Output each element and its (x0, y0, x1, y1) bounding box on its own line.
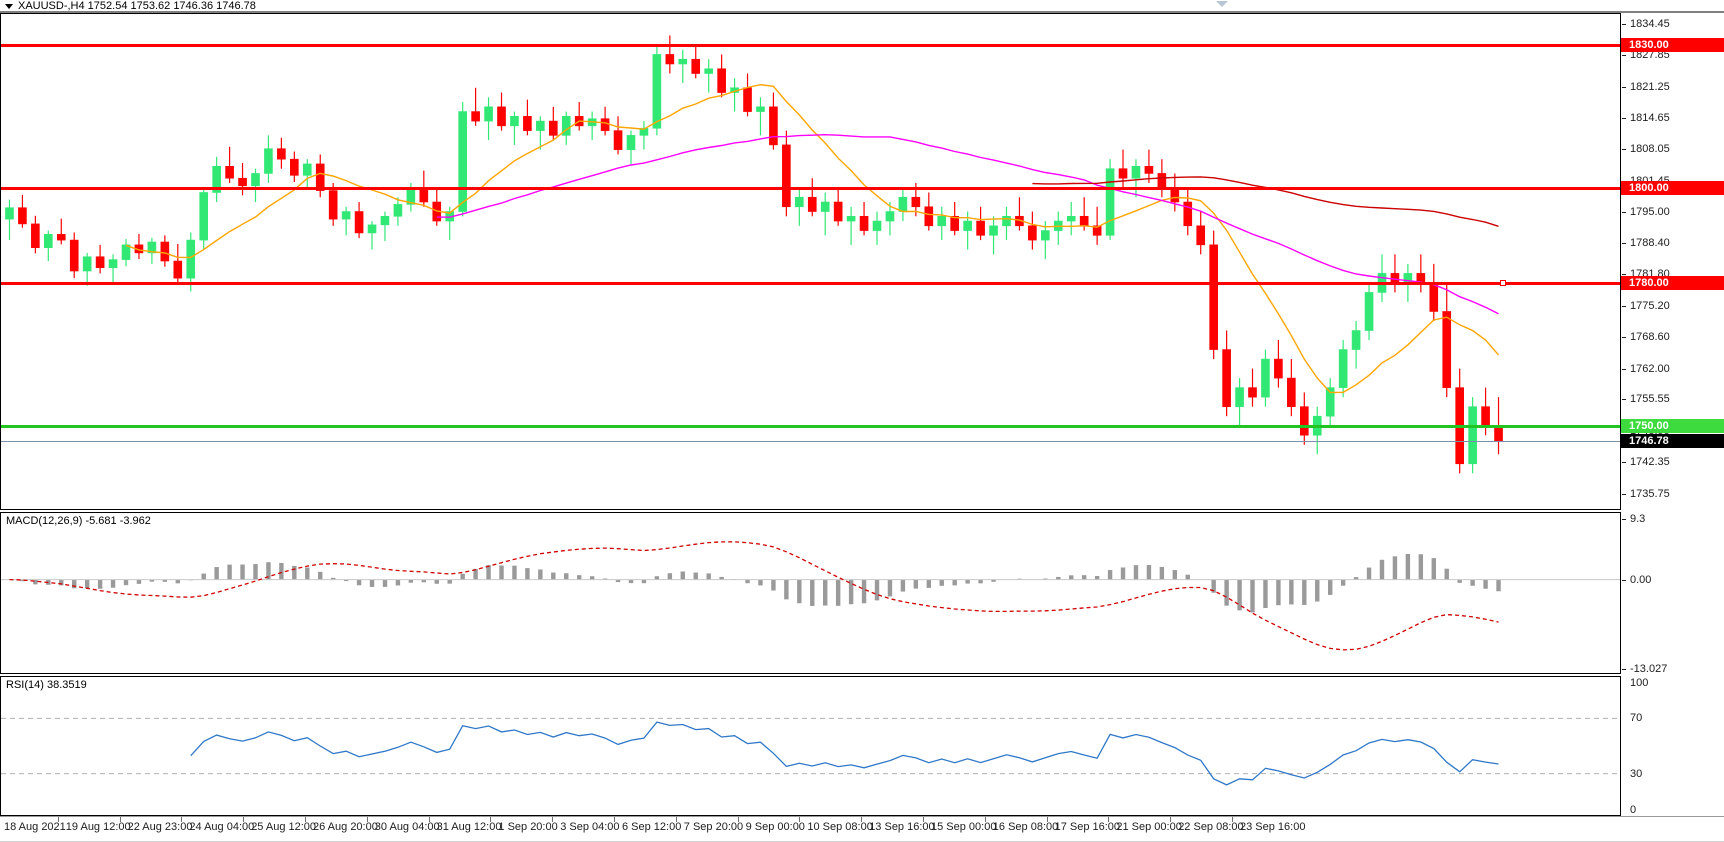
level-drag-handle[interactable] (1500, 280, 1506, 287)
price-level-line-1780-00[interactable] (1, 280, 1620, 287)
time-tick (181, 817, 183, 822)
time-tick (1108, 817, 1110, 822)
time-label: 21 Sep 00:00 (1116, 821, 1182, 833)
time-label: 6 Sep 12:00 (622, 821, 682, 833)
price-tick-1768-60: 1768.60 (1621, 331, 1724, 343)
rsi-axis[interactable]: 100 70 30 0 (1621, 676, 1724, 816)
price-level-line-1750-00[interactable] (1, 424, 1620, 428)
time-label: 22 Sep 08:00 (1178, 821, 1244, 833)
ma-magenta (436, 133, 1499, 315)
time-tick (1170, 817, 1172, 822)
rsi-tick-0: 0 (1630, 804, 1637, 816)
time-tick (428, 817, 430, 822)
chevron-down-icon[interactable] (5, 4, 13, 9)
time-label: 22 Aug 23:00 (127, 821, 193, 833)
time-tick (675, 817, 677, 822)
price-badge-1746-78[interactable]: 1746.78 (1621, 434, 1724, 449)
macd-series (1, 541, 1620, 651)
rsi-tick-100: 100 (1630, 677, 1649, 689)
time-label: 17 Sep 16:00 (1054, 821, 1121, 833)
time-axis[interactable]: 18 Aug 2021 19 Aug 12:00 22 Aug 23:00 24 Au… (0, 816, 1724, 842)
macd-tick-9neg3: 9.3 (1621, 513, 1724, 525)
price-tick-1735-75: 1735.75 (1621, 488, 1724, 500)
time-tick (1232, 817, 1233, 822)
time-label: 13 Sep 16:00 (869, 821, 935, 833)
time-label: 15 Sep 00:00 (931, 821, 997, 833)
time-label: 16 Sep 08:00 (992, 821, 1059, 833)
price-tick-1755-55: 1755.55 (1621, 393, 1724, 405)
time-label: 9 Sep 00:00 (745, 821, 805, 833)
time-label: 25 Aug 12:00 (251, 821, 317, 833)
price-badge-1750-00[interactable]: 1750.00 (1621, 418, 1724, 433)
price-axis[interactable]: 1834.451827.851821.251814.651808.051801.… (1621, 13, 1724, 510)
header-divider (0, 11, 1724, 13)
moving-average-series (125, 83, 1500, 394)
macd-label: MACD(12,26,9) -5.681 -3.962 (5, 515, 152, 527)
time-label: 3 Sep 04:00 (560, 821, 620, 833)
time-tick (737, 817, 739, 822)
price-tick-1827-85: 1827.85 (1621, 49, 1724, 61)
price-badge-1800-00[interactable]: 1800.00 (1621, 180, 1724, 195)
ma-darkred (1032, 176, 1499, 227)
time-label: 31 Aug 12:00 (436, 821, 502, 833)
macd-tick-0neg00: 0.00 (1621, 574, 1724, 586)
price-pane[interactable] (0, 13, 1621, 510)
time-tick (923, 817, 924, 822)
macd-axis[interactable]: 9.3 0.00 -13.027 (1621, 512, 1724, 675)
macd-tick-neg13-027: -13.027 (1621, 663, 1724, 675)
time-tick (984, 817, 986, 822)
time-label: 7 Sep 20:00 (683, 821, 744, 833)
time-label: 24 Aug 04:00 (189, 821, 255, 833)
time-tick (861, 817, 863, 822)
scroll-marker-icon[interactable] (1216, 1, 1228, 7)
price-tick-1795-00: 1795.00 (1621, 206, 1724, 218)
time-label: 30 Aug 04:00 (374, 821, 440, 833)
rsi-tick-70: 70 (1630, 712, 1643, 725)
price-tick-1814-65: 1814.65 (1621, 112, 1724, 124)
ma-orange (125, 83, 1500, 394)
price-badge-1830-00[interactable]: 1830.00 (1621, 37, 1724, 52)
rsi-series (1, 717, 1620, 786)
symbol-ohlc-line: XAUUSD-,H4 1752.54 1753.62 1746.36 1746.… (5, 0, 256, 12)
rsi-tick-30: 30 (1630, 767, 1643, 780)
time-label: 19 Aug 12:00 (65, 821, 131, 833)
time-tick (305, 817, 306, 822)
time-tick (243, 817, 245, 822)
time-label: 1 Sep 20:00 (498, 821, 558, 833)
macd-pane[interactable]: MACD(12,26,9) -5.681 -3.962 (0, 512, 1621, 674)
price-tick-1808-05: 1808.05 (1621, 143, 1724, 155)
rsi-line (190, 721, 1499, 786)
time-tick (1046, 817, 1048, 822)
time-label: 23 Sep 16:00 (1240, 821, 1306, 833)
chart-header: XAUUSD-,H4 1752.54 1753.62 1746.36 1746.… (0, 0, 1724, 13)
price-tick-1834-45: 1834.45 (1621, 18, 1724, 30)
macd-signal-line (9, 541, 1499, 651)
rsi-label: RSI(14) 38.3519 (5, 679, 88, 691)
time-tick (614, 817, 615, 822)
price-tick-1821-25: 1821.25 (1621, 81, 1724, 93)
time-tick (799, 817, 801, 822)
price-tick-1742-35: 1742.35 (1621, 456, 1724, 468)
time-tick (366, 817, 368, 822)
price-badge-1780-00[interactable]: 1780.00 (1621, 275, 1724, 290)
price-level-line-1800-00[interactable] (1, 186, 1620, 190)
time-label: 18 Aug 2021 (4, 821, 66, 833)
price-tick-1775-20: 1775.20 (1621, 300, 1724, 312)
price-level-line-1746-78[interactable] (1, 441, 1620, 443)
symbol-ohlc-text: XAUUSD-,H4 1752.54 1753.62 1746.36 1746.… (18, 0, 256, 12)
time-tick (490, 817, 492, 822)
price-level-line-1830-00[interactable] (1, 43, 1620, 47)
time-label: 10 Sep 08:00 (807, 821, 873, 833)
time-label: 26 Aug 20:00 (313, 821, 378, 833)
price-tick-1762-00: 1762.00 (1621, 363, 1724, 375)
time-tick (57, 817, 59, 822)
rsi-pane[interactable]: RSI(14) 38.3519 (0, 676, 1621, 816)
price-tick-1788-40: 1788.40 (1621, 237, 1724, 249)
time-tick (119, 817, 121, 822)
time-tick (552, 817, 554, 822)
